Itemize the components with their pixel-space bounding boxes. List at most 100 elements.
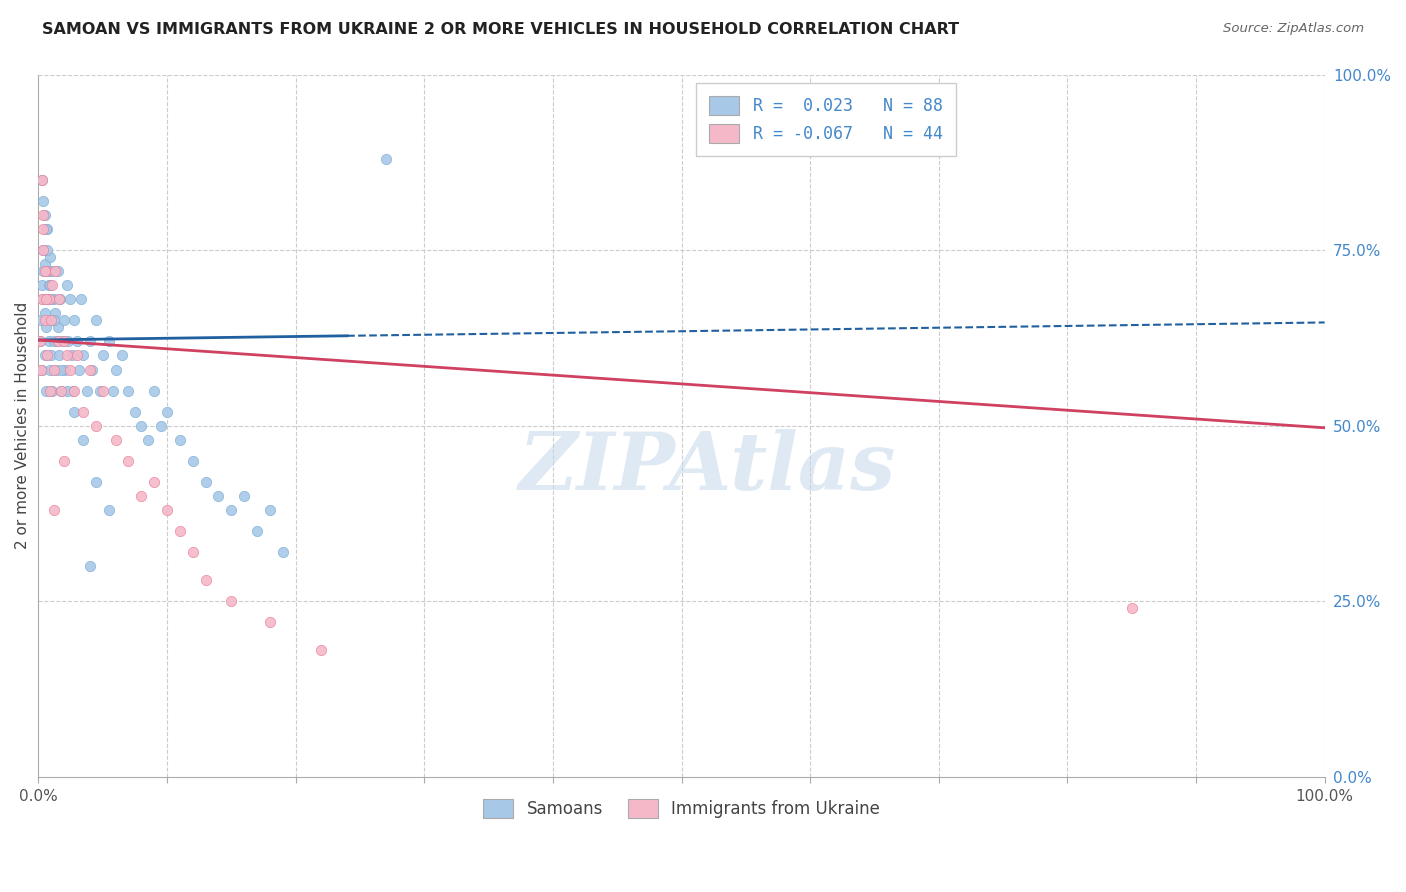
- Point: [31, 362, 53, 376]
- Text: Source: ZipAtlas.com: Source: ZipAtlas.com: [1223, 22, 1364, 36]
- Point: [28, 334, 51, 349]
- Point: [30, 313, 52, 327]
- Point: [51, 384, 73, 398]
- Point: [41, 264, 63, 278]
- Point: [111, 348, 134, 362]
- Point: [84, 475, 107, 489]
- Point: [259, 503, 281, 517]
- Point: [79, 559, 101, 574]
- Point: [156, 404, 179, 418]
- Point: [219, 503, 242, 517]
- Point: [63, 384, 86, 398]
- Point: [181, 454, 204, 468]
- Point: [129, 418, 152, 433]
- Point: [59, 293, 82, 307]
- Point: [48, 293, 70, 307]
- Point: [72, 404, 94, 418]
- Point: [91, 348, 114, 362]
- Point: [34, 313, 56, 327]
- Point: [56, 334, 79, 349]
- Point: [42, 313, 65, 327]
- Point: [259, 615, 281, 630]
- Point: [32, 194, 55, 208]
- Point: [35, 320, 58, 334]
- Point: [38, 362, 60, 376]
- Point: [31, 293, 53, 307]
- Point: [38, 278, 60, 293]
- Point: [181, 545, 204, 559]
- Point: [60, 348, 83, 362]
- Point: [311, 643, 333, 657]
- Point: [169, 433, 191, 447]
- Point: [51, 384, 73, 398]
- Point: [34, 208, 56, 222]
- Point: [63, 404, 86, 418]
- Point: [32, 208, 55, 222]
- Point: [124, 404, 146, 418]
- Point: [69, 362, 91, 376]
- Point: [39, 348, 62, 362]
- Point: [34, 306, 56, 320]
- Point: [149, 418, 172, 433]
- Point: [48, 348, 70, 362]
- Point: [42, 362, 65, 376]
- Point: [117, 384, 139, 398]
- Point: [37, 348, 59, 362]
- Point: [44, 264, 66, 278]
- Point: [374, 152, 396, 166]
- Point: [194, 573, 217, 587]
- Point: [35, 264, 58, 278]
- Point: [35, 222, 58, 236]
- Point: [53, 313, 76, 327]
- Point: [39, 313, 62, 327]
- Point: [91, 384, 114, 398]
- Point: [38, 384, 60, 398]
- Point: [59, 362, 82, 376]
- Point: [66, 334, 89, 349]
- Y-axis label: 2 or more Vehicles in Household: 2 or more Vehicles in Household: [15, 302, 30, 549]
- Point: [1121, 601, 1143, 615]
- Point: [53, 334, 76, 349]
- Point: [37, 222, 59, 236]
- Point: [53, 454, 76, 468]
- Point: [104, 433, 127, 447]
- Point: [89, 384, 111, 398]
- Point: [45, 362, 67, 376]
- Point: [53, 362, 76, 376]
- Point: [79, 362, 101, 376]
- Point: [79, 334, 101, 349]
- Point: [35, 384, 58, 398]
- Point: [194, 475, 217, 489]
- Point: [62, 384, 84, 398]
- Point: [37, 243, 59, 257]
- Point: [129, 489, 152, 503]
- Text: ZIPAtlas: ZIPAtlas: [519, 429, 896, 507]
- Point: [143, 475, 166, 489]
- Point: [69, 293, 91, 307]
- Point: [143, 384, 166, 398]
- Point: [38, 278, 60, 293]
- Point: [46, 334, 69, 349]
- Point: [98, 503, 121, 517]
- Point: [219, 594, 242, 608]
- Point: [51, 362, 73, 376]
- Point: [44, 306, 66, 320]
- Point: [31, 173, 53, 187]
- Point: [55, 384, 77, 398]
- Point: [30, 362, 52, 376]
- Point: [233, 489, 256, 503]
- Point: [42, 503, 65, 517]
- Point: [38, 334, 60, 349]
- Point: [98, 334, 121, 349]
- Point: [156, 503, 179, 517]
- Point: [136, 433, 159, 447]
- Point: [41, 278, 63, 293]
- Point: [37, 293, 59, 307]
- Point: [76, 384, 98, 398]
- Point: [66, 348, 89, 362]
- Point: [72, 348, 94, 362]
- Point: [28, 334, 51, 349]
- Point: [84, 313, 107, 327]
- Point: [117, 454, 139, 468]
- Point: [41, 384, 63, 398]
